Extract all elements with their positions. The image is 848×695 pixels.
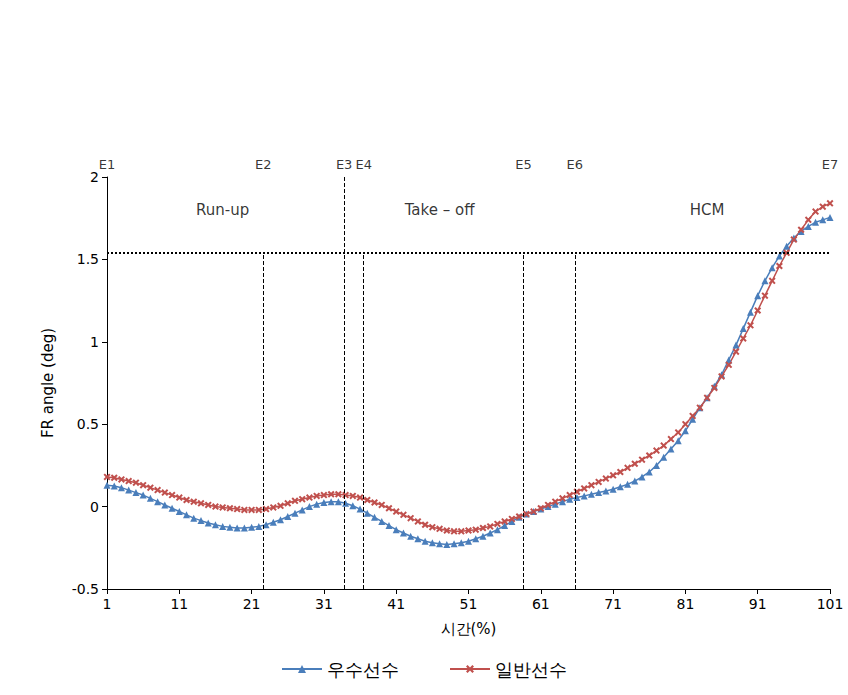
svg-text:11: 11 [170, 596, 188, 612]
svg-text:Run-up: Run-up [196, 201, 249, 219]
svg-text:81: 81 [676, 596, 694, 612]
svg-text:E1: E1 [99, 157, 116, 172]
svg-text:61: 61 [532, 596, 550, 612]
svg-text:1.5: 1.5 [77, 251, 99, 267]
svg-text:시간(%): 시간(%) [441, 620, 497, 638]
svg-text:E5: E5 [515, 157, 532, 172]
svg-text:41: 41 [387, 596, 405, 612]
svg-text:0: 0 [90, 499, 99, 515]
svg-text:1: 1 [90, 334, 99, 350]
svg-text:-0.5: -0.5 [72, 581, 99, 597]
svg-text:일반선수: 일반선수 [495, 659, 567, 680]
svg-text:FR angle (deg): FR angle (deg) [39, 328, 57, 438]
svg-text:21: 21 [243, 596, 261, 612]
svg-text:우수선수: 우수선수 [327, 659, 399, 680]
svg-text:51: 51 [460, 596, 478, 612]
svg-text:E6: E6 [567, 157, 584, 172]
svg-text:E3: E3 [336, 157, 353, 172]
svg-text:Take – off: Take – off [404, 201, 475, 219]
svg-text:E4: E4 [355, 157, 372, 172]
svg-text:0.5: 0.5 [77, 416, 99, 432]
svg-text:71: 71 [604, 596, 622, 612]
svg-text:31: 31 [315, 596, 333, 612]
svg-text:1: 1 [103, 596, 112, 612]
svg-text:E2: E2 [255, 157, 272, 172]
svg-text:HCM: HCM [690, 201, 725, 219]
svg-text:E7: E7 [822, 157, 839, 172]
svg-text:101: 101 [817, 596, 844, 612]
svg-text:2: 2 [90, 169, 99, 185]
svg-text:91: 91 [749, 596, 767, 612]
